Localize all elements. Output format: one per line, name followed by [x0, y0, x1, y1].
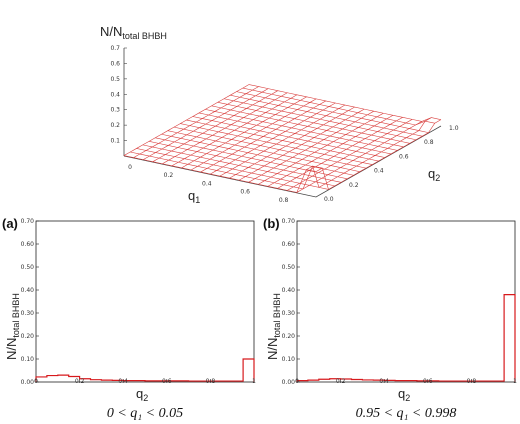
panel-b: (b) 0.000.100.200.300.400.500.600.70 0 0.…	[263, 216, 517, 421]
surface-q1-tick-label: 0.4	[202, 180, 212, 187]
panel-a-y-tick-label: 0.50	[21, 264, 35, 271]
surface-z-tick-label: 0.7	[110, 45, 120, 52]
panel-b-y-tick-label: 0.30	[282, 310, 296, 317]
surface-z-tick-label: 0.3	[110, 107, 120, 114]
surface-z-tick-label: 0.6	[110, 60, 120, 67]
surface-mesh-line	[186, 119, 379, 162]
panel-a-y-label: N/Ntotal BHBH	[4, 293, 21, 360]
panel-a-x-tick-label: 0.8	[206, 378, 216, 385]
surface-z-tick-label: 0.2	[110, 122, 120, 129]
surface-mesh-line	[277, 117, 403, 189]
panel-a-x-tick-label: 0	[34, 378, 38, 385]
surface-q2-tick-label: 0.6	[399, 153, 409, 160]
panel-a-y-tick-label: 0.00	[21, 379, 35, 386]
surface-mesh-line	[205, 109, 398, 151]
surface-mesh-line	[223, 98, 417, 141]
surface-z-tick-label: 0.4	[110, 91, 120, 98]
surface-mesh-line	[315, 119, 442, 190]
surface-mesh-line	[248, 84, 442, 122]
panel-b-y-tick-label: 0.00	[282, 379, 296, 386]
surface-q2-ticks: 0.0 0.2 0.4 0.6 0.8 1.0	[324, 125, 459, 203]
panel-a-x-tick-label: 0.4	[118, 378, 128, 385]
panel-b-x-label: q2	[398, 386, 410, 403]
surface-mesh-line	[229, 106, 355, 179]
panel-b-frame	[296, 220, 516, 383]
panel-b-bar	[504, 295, 515, 382]
surface-mesh-line	[258, 112, 384, 185]
surface-mesh-line	[267, 115, 394, 187]
surface-mesh-line	[211, 105, 404, 148]
panel-a-bar	[47, 376, 58, 382]
surface-mesh-line	[239, 108, 365, 181]
panel-b-histogram-line	[296, 294, 516, 382]
surface-mesh-line	[296, 121, 422, 193]
surface-mesh-line	[248, 110, 374, 183]
surface-q2-tick-label: 0.0	[324, 196, 334, 203]
panel-b-y-tick-label: 0.40	[282, 287, 296, 294]
surface-z-tick-label: 0.1	[110, 138, 120, 145]
panel-a: (a) 0.000.100.200.300.400.500.600.70 0 0.…	[2, 216, 256, 421]
surface-q2-tick-label: 1.0	[449, 125, 459, 132]
panel-a-y-tick-label: 0.70	[21, 218, 35, 225]
surface-mesh-line	[230, 94, 423, 137]
surface-q1-ticks: 0 0.2 0.4 0.6 0.8	[128, 164, 288, 204]
panel-b-caption: 0.95 < q₁ < 0.998	[356, 406, 457, 421]
surface-q1-tick-label: 0	[128, 164, 132, 171]
surface-z-label: N/Ntotal BHBH	[100, 24, 167, 41]
panel-a-bar	[58, 375, 69, 382]
panel-a-x-tick-label: 0.2	[75, 378, 85, 385]
surface-mesh-line	[198, 112, 392, 155]
panel-a-x-ticks: 0 0.2 0.4 0.6 0.8 1	[34, 378, 256, 385]
panel-b-y-ticks: 0.00 0.10 0.20 0.30 0.40 0.50 0.60 0.70	[282, 218, 300, 386]
surface-q1-tick-label: 0.8	[279, 197, 289, 204]
panel-b-y-tick-label: 0.50	[282, 264, 296, 271]
panel-b-y-tick-label: 0.60	[282, 241, 296, 248]
surface-z-ticks: 0.1 0.2 0.3 0.4 0.5 0.6 0.7	[110, 45, 127, 145]
surface-q2-tick-label: 0.4	[374, 168, 384, 175]
surface-q1-label: q1	[188, 188, 200, 205]
surface-plot: 0.1 0.2 0.3 0.4 0.5 0.6 0.7 N/Ntotal BHBH 0 0.2…	[100, 24, 459, 205]
panel-b-x-tick-label: 0.6	[423, 378, 433, 385]
surface-q1-tick-label: 0.6	[240, 189, 250, 196]
panel-b-y-label: N/Ntotal BHBH	[265, 293, 282, 360]
surface-mesh-line	[287, 119, 413, 191]
surface-z-tick-label: 0.5	[110, 76, 120, 83]
panel-a-x-tick-label: 1	[252, 378, 256, 385]
panel-b-y-tick-label: 0.20	[282, 333, 296, 340]
panel-b-y-tick-label: 0.10	[282, 356, 296, 363]
panel-b-x-tick-label: 1	[513, 378, 517, 385]
surface-q2-label: q2	[428, 166, 440, 183]
panel-a-caption: 0 < q₁ < 0.05	[107, 406, 183, 421]
panel-b-x-ticks: 0 0.2 0.4 0.6 0.8 1	[295, 378, 517, 385]
surface-mesh-line	[192, 116, 385, 158]
surface-q2-tick-label: 0.2	[349, 182, 359, 189]
surface-q1-tick-label: 0.2	[164, 172, 174, 179]
surface-q2-tick-label: 0.8	[424, 139, 434, 146]
surface-mesh-line	[306, 117, 432, 188]
panel-a-y-tick-label: 0.30	[21, 310, 35, 317]
panel-b-x-tick-label: 0.4	[379, 378, 389, 385]
panel-b-y-tick-label: 0.70	[282, 218, 296, 225]
surface-mesh-line	[217, 101, 410, 144]
panel-a-label: (a)	[2, 216, 18, 231]
panel-a-bars	[35, 358, 255, 382]
panel-a-frame	[35, 220, 255, 383]
panel-a-y-tick-label: 0.60	[21, 241, 35, 248]
panel-b-label: (b)	[263, 216, 280, 231]
panel-a-y-tick-label: 0.40	[21, 287, 35, 294]
surface-base-frame	[123, 125, 442, 198]
panel-b-x-tick-label: 0	[295, 378, 299, 385]
surface-mesh-line	[236, 91, 429, 133]
panel-b-x-tick-label: 0.8	[467, 378, 477, 385]
surface-mesh-line	[242, 87, 435, 126]
panel-b-bars	[296, 294, 516, 382]
panel-b-x-tick-label: 0.2	[336, 378, 346, 385]
panel-a-x-tick-label: 0.6	[162, 378, 172, 385]
panel-a-x-label: q2	[136, 386, 148, 403]
panel-a-y-tick-label: 0.20	[21, 333, 35, 340]
panel-a-y-tick-label: 0.10	[21, 356, 35, 363]
surface-mesh	[123, 84, 442, 193]
panel-a-y-ticks: 0.00 0.10 0.20 0.30 0.40 0.50 0.60 0.70	[21, 218, 39, 386]
